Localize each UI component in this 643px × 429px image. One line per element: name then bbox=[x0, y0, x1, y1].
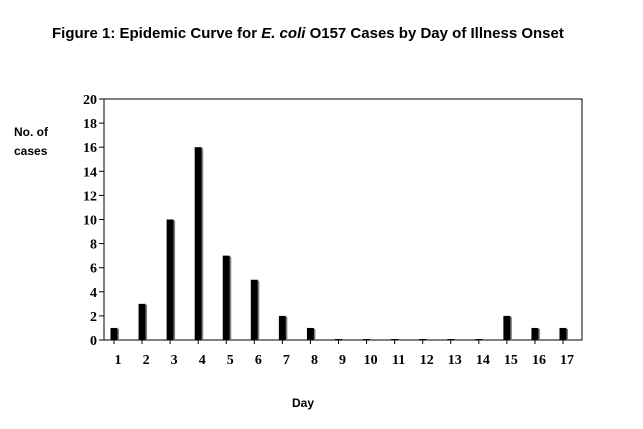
bar-shadow bbox=[145, 304, 148, 340]
bar-day-12 bbox=[419, 339, 427, 340]
x-tick-label: 9 bbox=[339, 353, 346, 368]
bar-day-16 bbox=[531, 327, 539, 340]
x-tick-label: 4 bbox=[199, 353, 206, 368]
bar-day-11 bbox=[391, 339, 399, 340]
y-tick-label: 18 bbox=[83, 117, 97, 132]
x-tick-label: 7 bbox=[283, 353, 290, 368]
x-tick-label: 15 bbox=[504, 353, 518, 368]
x-tick-label: 2 bbox=[143, 353, 150, 368]
bar-day-2 bbox=[138, 303, 146, 340]
y-tick-label: 2 bbox=[90, 310, 97, 325]
x-tick-label: 14 bbox=[476, 353, 490, 368]
y-tick-label: 14 bbox=[83, 165, 97, 180]
bar-shadow bbox=[173, 220, 176, 340]
y-tick-label: 6 bbox=[90, 262, 97, 277]
x-axis-ticks: 1 2 3 4 5 6 7 8 9 10 11 12 13 14 15 16 17 bbox=[113, 340, 574, 368]
bar-day-7 bbox=[278, 315, 286, 340]
y-tick-label: 12 bbox=[83, 189, 97, 204]
y-axis-ticks: 0 2 4 6 8 10 12 14 16 18 20 bbox=[83, 93, 104, 349]
bar-shadow bbox=[566, 328, 568, 340]
x-tick-label: 17 bbox=[560, 353, 574, 368]
x-tick-label: 8 bbox=[311, 353, 318, 368]
plot-area-frame bbox=[103, 98, 583, 341]
bar-day-14 bbox=[475, 339, 483, 340]
y-tick-label: 20 bbox=[83, 93, 97, 108]
x-tick-label: 11 bbox=[392, 353, 405, 368]
y-axis-label-line-1: No. of bbox=[14, 125, 49, 139]
bar-day-9 bbox=[335, 339, 342, 340]
bar-day-6 bbox=[250, 279, 258, 340]
bar-shadow bbox=[313, 328, 316, 340]
bar-day-17 bbox=[559, 327, 567, 340]
bar-day-5 bbox=[222, 255, 230, 340]
bar-day-15 bbox=[503, 315, 511, 340]
x-tick-label: 12 bbox=[420, 353, 434, 368]
bar-day-3 bbox=[166, 219, 174, 340]
bar-series bbox=[110, 147, 568, 340]
y-tick-label: 16 bbox=[83, 141, 97, 156]
bar-day-10 bbox=[363, 339, 371, 340]
bar-day-1 bbox=[110, 327, 118, 340]
bar-shadow bbox=[285, 316, 288, 340]
x-tick-label: 16 bbox=[532, 353, 546, 368]
x-tick-label: 3 bbox=[171, 353, 178, 368]
chart-title-prefix: Figure 1: Epidemic Curve for bbox=[52, 25, 261, 42]
x-axis-label: Day bbox=[292, 396, 314, 410]
y-tick-label: 8 bbox=[90, 238, 97, 253]
y-tick-label: 4 bbox=[90, 286, 97, 301]
bar-shadow bbox=[257, 280, 260, 340]
x-tick-label: 13 bbox=[448, 353, 462, 368]
bar-day-8 bbox=[306, 327, 314, 340]
y-axis-label-line-2: cases bbox=[14, 144, 48, 158]
bar-shadow bbox=[229, 256, 232, 340]
bar-day-13 bbox=[447, 339, 455, 340]
bar-day-4 bbox=[194, 147, 202, 340]
bar-shadow bbox=[201, 148, 204, 340]
x-tick-label: 10 bbox=[364, 353, 378, 368]
bar-shadow bbox=[117, 328, 119, 340]
y-tick-label: 10 bbox=[83, 214, 97, 229]
chart-title: Figure 1: Epidemic Curve for E. coli O15… bbox=[52, 25, 564, 42]
chart-title-italic: E. coli bbox=[261, 25, 306, 42]
chart-title-suffix: O157 Cases by Day of Illness Onset bbox=[305, 25, 563, 42]
x-tick-label: 1 bbox=[115, 353, 122, 368]
bar-shadow bbox=[510, 316, 512, 340]
bar-shadow bbox=[538, 328, 540, 340]
y-tick-label: 0 bbox=[90, 334, 97, 349]
x-tick-label: 6 bbox=[255, 353, 262, 368]
x-tick-label: 5 bbox=[227, 353, 234, 368]
